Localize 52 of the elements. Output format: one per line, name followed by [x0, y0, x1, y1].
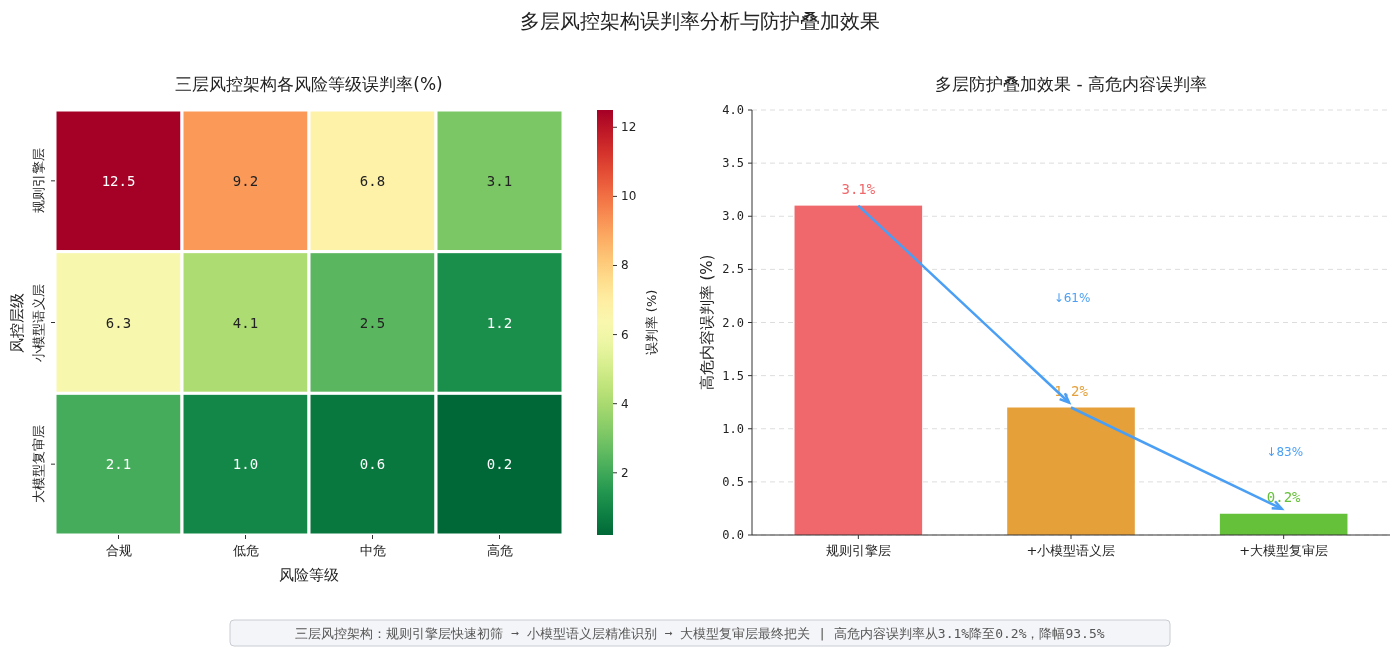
- data-label: 0.2: [486, 456, 513, 473]
- y-tick-label: 规则引擎层: [31, 148, 46, 214]
- data-label: 0.2%: [1266, 488, 1302, 505]
- text: 多层风控架构误判率分析与防护叠加效果: [520, 9, 880, 33]
- x-tick-label: +大模型复审层: [1239, 543, 1329, 558]
- annotation: ↓61%: [1053, 291, 1091, 306]
- annotation: ↓83%: [1266, 445, 1304, 460]
- x-tick-label: 高危: [486, 543, 513, 558]
- color-bar-label: 8: [621, 258, 629, 273]
- y-tick-label: 大模型复审层: [31, 425, 46, 504]
- data-label: 6.3: [105, 314, 132, 331]
- y-tick-label: 0.5: [722, 474, 744, 489]
- y-tick-label: 小模型语义层: [31, 283, 46, 362]
- data-label: 1.0: [232, 456, 259, 473]
- color-bar-label: 12: [621, 120, 637, 135]
- y-tick-label: 3.5: [722, 156, 744, 171]
- color-bar-label: 6: [621, 327, 629, 342]
- y-tick-label: 4.0: [722, 103, 744, 117]
- data-label: 2.1: [105, 456, 132, 473]
- data-label: 1.2: [486, 314, 513, 331]
- y-tick-label: 2.5: [722, 262, 744, 277]
- y-axis-title: 高危内容误判率 (%): [698, 254, 716, 391]
- bar: [1007, 407, 1135, 535]
- text: 三层风控架构：规则引擎层快速初筛 ➞ 小模型语义层精准识别 ➞ 大模型复审层最终把关 | 高危内容误判率从3.1%降至0.2%，降幅93.5%: [295, 626, 1105, 641]
- x-tick-label: 规则引擎层: [825, 543, 891, 558]
- color-bar-label: 10: [621, 189, 637, 204]
- data-label: 12.5: [101, 172, 136, 189]
- y-axis-title: 风控层级: [8, 292, 26, 353]
- color-bar-title: 误判率 (%): [644, 289, 659, 356]
- data-label: 3.1%: [841, 180, 876, 197]
- data-label: 9.2: [232, 172, 259, 189]
- data-label: 6.8: [359, 172, 386, 189]
- x-tick-label: 低危: [232, 543, 259, 558]
- bar: [1219, 513, 1348, 535]
- x-axis-title: 风险等级: [279, 566, 339, 584]
- y-tick-label: 3.0: [722, 209, 744, 224]
- y-tick-label: 0.0: [722, 528, 744, 542]
- x-tick-label: 合规: [105, 543, 132, 558]
- chart-title: 三层风控架构各风险等级误判率(%): [175, 74, 443, 94]
- y-tick-label: 2.0: [722, 315, 744, 330]
- color-bar-label: 4: [621, 396, 629, 411]
- data-label: 3.1: [486, 172, 513, 189]
- bar: [794, 205, 923, 535]
- data-label: 4.1: [232, 314, 259, 331]
- x-tick-label: 中危: [359, 543, 386, 558]
- y-tick-label: 1.0: [722, 421, 744, 436]
- color-bar-label: 2: [621, 465, 629, 480]
- chart-title: 多层防护叠加效果 - 高危内容误判率: [935, 74, 1207, 94]
- data-label: 0.6: [359, 456, 386, 473]
- x-tick-label: +小模型语义层: [1026, 543, 1116, 558]
- y-tick-label: 1.5: [722, 368, 744, 383]
- data-label: 2.5: [359, 314, 386, 331]
